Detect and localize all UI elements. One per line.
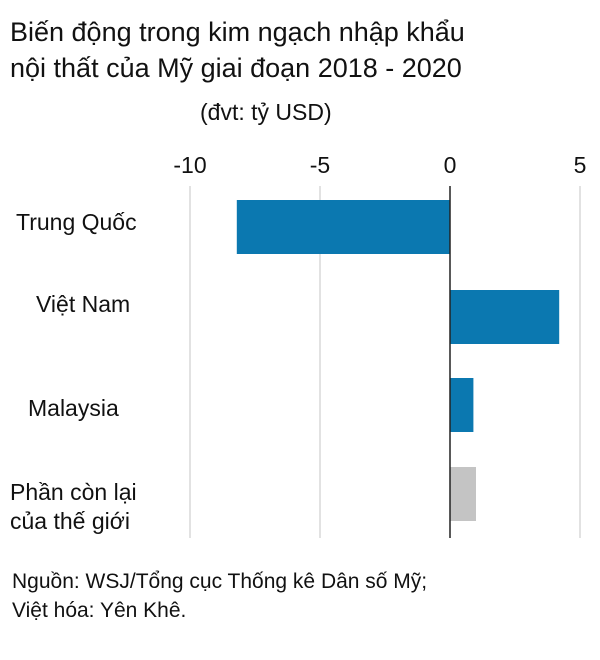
source-line-1: Nguồn: WSJ/Tổng cục Thống kê Dân số Mỹ; — [12, 570, 428, 593]
x-tick-label: 0 — [444, 152, 457, 178]
bar — [450, 378, 474, 432]
x-tick-label: 5 — [574, 152, 587, 178]
x-tick-label: -5 — [310, 152, 330, 178]
bar — [236, 200, 450, 254]
category-label: Phần còn lại của thế giới — [10, 478, 137, 536]
source-line-2: Việt hóa: Yên Khê. — [12, 599, 187, 622]
unit-label: (đvt: tỷ USD) — [200, 99, 332, 125]
bar — [450, 290, 560, 344]
source-note: Nguồn: WSJ/Tổng cục Thống kê Dân số Mỹ; … — [12, 567, 427, 625]
category-label: Malaysia — [28, 394, 119, 423]
x-tick-label: -10 — [173, 152, 206, 178]
bar — [450, 467, 476, 521]
category-label-line: Trung Quốc — [16, 209, 137, 235]
category-label: Trung Quốc — [16, 208, 137, 237]
category-label-line: của thế giới — [10, 508, 130, 534]
chart-title-line-2: nội thất của Mỹ giai đoạn 2018 - 2020 — [10, 53, 462, 83]
bar-chart: -10 -5 0 5 — [173, 152, 587, 538]
chart-title-line-1: Biến động trong kim ngạch nhập khẩu — [10, 17, 465, 47]
category-label-line: Việt Nam — [36, 291, 131, 317]
category-label: Việt Nam — [36, 290, 130, 319]
chart-title: Biến động trong kim ngạch nhập khẩu nội … — [10, 14, 590, 86]
category-label-line: Phần còn lại — [10, 479, 137, 505]
category-label-line: Malaysia — [28, 395, 119, 421]
